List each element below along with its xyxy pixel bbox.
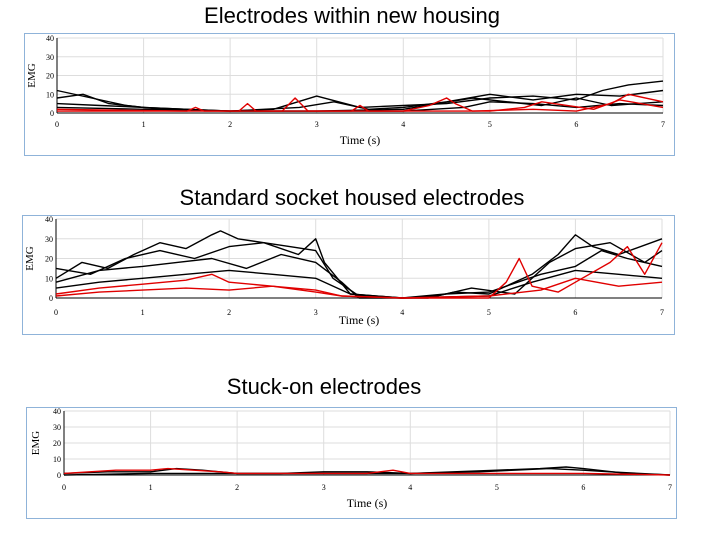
x-tick-label: 2 xyxy=(235,483,239,492)
chart-2-frame: 0 1 2 3 4 5 6 7 0 10 20 30 40 Time (s) EMG xyxy=(22,215,675,335)
series-line-2 xyxy=(55,249,663,299)
x-tick-label: 7 xyxy=(668,483,672,492)
chart-3-plot: 0 1 2 3 4 5 6 7 0 10 20 30 40 Time (s) EMG xyxy=(30,408,672,510)
x-tick-label: 0 xyxy=(62,483,66,492)
x-tick-label: 6 xyxy=(574,120,578,129)
series-line-4 xyxy=(55,242,663,299)
x-tick-label: 3 xyxy=(314,308,318,317)
x-tick-label: 5 xyxy=(495,483,499,492)
series-line-4 xyxy=(57,93,664,112)
chart-2-plot: 0 1 2 3 4 5 6 7 0 10 20 30 40 Time (s) EMG xyxy=(24,216,664,327)
x-tick-label: 1 xyxy=(149,483,153,492)
x-tick-label: 2 xyxy=(228,120,232,129)
chart-1-plot: 0 1 2 3 4 5 6 7 0 10 20 30 40 Time (s) EMG xyxy=(26,34,665,147)
x-tick-label: 7 xyxy=(661,120,665,129)
x-tick-label: 0 xyxy=(54,308,58,317)
series-line-3 xyxy=(55,269,663,299)
y-tick-label: 30 xyxy=(46,53,54,62)
series-line-5 xyxy=(56,99,664,112)
chart-2-title: Standard socket housed electrodes xyxy=(179,185,525,210)
x-tick-label: 3 xyxy=(322,483,326,492)
series-line-1 xyxy=(63,467,671,476)
x-axis-label: Time (s) xyxy=(347,496,388,510)
x-tick-label: 4 xyxy=(400,308,404,317)
x-tick-label: 1 xyxy=(141,308,145,317)
series-line-2 xyxy=(63,467,671,476)
series-line-2 xyxy=(56,97,664,112)
y-tick-label: 40 xyxy=(53,408,61,416)
y-tick-label: 40 xyxy=(45,216,53,224)
x-axis-label: Time (s) xyxy=(340,133,381,147)
y-tick-label: 10 xyxy=(53,455,61,464)
x-tick-label: 2 xyxy=(227,308,231,317)
y-tick-label: 20 xyxy=(53,439,61,448)
chart-1-frame: 0 1 2 3 4 5 6 7 0 10 20 30 40 Time (s) EMG xyxy=(24,33,675,156)
x-tick-label: 7 xyxy=(660,308,664,317)
y-tick-label: 0 xyxy=(50,109,54,118)
y-axis-label: EMG xyxy=(30,431,42,456)
x-tick-label: 4 xyxy=(401,120,405,129)
y-axis-label: EMG xyxy=(24,246,36,271)
y-tick-label: 30 xyxy=(45,235,53,244)
x-tick-label: 5 xyxy=(487,308,491,317)
y-tick-label: 0 xyxy=(49,294,53,303)
x-tick-label: 4 xyxy=(408,483,412,492)
x-tick-label: 0 xyxy=(55,120,59,129)
y-tick-label: 40 xyxy=(46,34,54,43)
y-axis-label: EMG xyxy=(26,63,38,88)
x-tick-label: 1 xyxy=(142,120,146,129)
series-line-1 xyxy=(55,238,663,299)
chart-1-title: Electrodes within new housing xyxy=(204,3,500,28)
y-tick-label: 20 xyxy=(46,72,54,81)
y-tick-label: 20 xyxy=(45,255,53,264)
y-tick-label: 10 xyxy=(45,274,53,283)
series-line-0 xyxy=(55,230,663,299)
x-tick-label: 6 xyxy=(581,483,585,492)
chart-3-title: Stuck-on electrodes xyxy=(226,374,422,399)
series-line-5 xyxy=(55,277,663,299)
y-tick-label: 30 xyxy=(53,423,61,432)
series-line-0 xyxy=(63,466,671,476)
y-tick-label: 10 xyxy=(46,90,54,99)
x-tick-label: 3 xyxy=(315,120,319,129)
x-tick-label: 5 xyxy=(488,120,492,129)
x-axis-label: Time (s) xyxy=(339,313,380,327)
y-tick-label: 0 xyxy=(57,471,61,480)
chart-3-frame: 0 1 2 3 4 5 6 7 0 10 20 30 40 Time (s) EMG xyxy=(26,407,677,519)
x-tick-label: 6 xyxy=(573,308,577,317)
